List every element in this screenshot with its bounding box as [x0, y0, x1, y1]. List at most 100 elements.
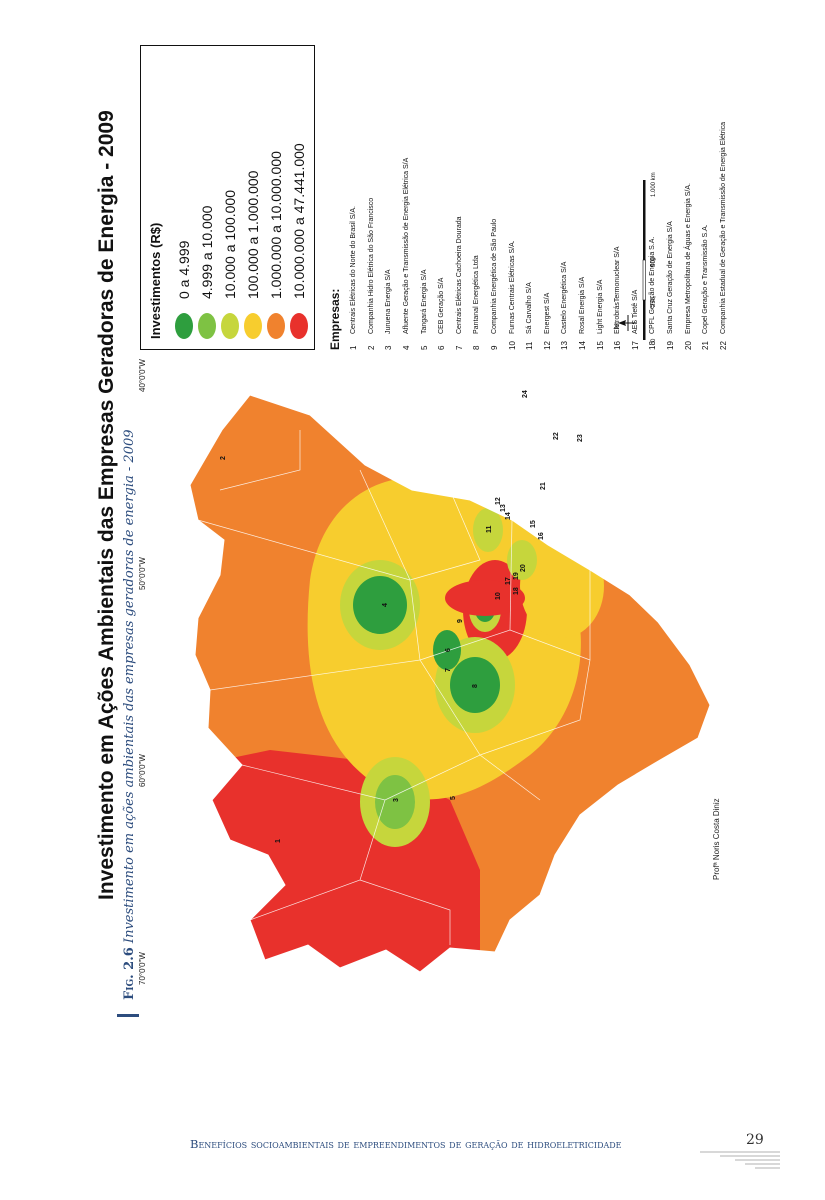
legend-swatch — [175, 313, 193, 339]
map-label: 6 — [445, 648, 452, 652]
company-row: 9 Companhia Energética de São Paulo — [486, 10, 504, 350]
north-label: N — [614, 324, 621, 329]
company-name: Centrais Elétricas Cachoeira Dourada — [455, 216, 463, 335]
company-number: 12 — [542, 341, 552, 350]
company-number: 6 — [437, 345, 447, 350]
green-zone-6 — [433, 630, 461, 670]
legend-label: 4.999 a 10.000 — [199, 205, 215, 299]
company-name: Furnas Centrais Elétricas S/A. — [508, 240, 516, 334]
company-number: 19 — [665, 341, 675, 350]
brazil-investment-map: 1 2 3 4 5 6 7 8 9 10 11 12 13 14 15 16 1… — [189, 390, 711, 973]
company-row: 22 Companhia Estadual de Geração e Transm… — [714, 10, 732, 350]
company-row: 11 Sá Carvalho S/A — [521, 10, 539, 350]
company-number: 10 — [507, 341, 517, 350]
legend-label: 0 a 4.999 — [176, 240, 192, 299]
caption-text: Investimento em ações ambientais das emp… — [122, 429, 137, 944]
company-name: Afluente Geração e Transmissão de Energi… — [403, 157, 411, 334]
map-label: 12 — [495, 497, 502, 505]
legend-title: Investimentos (R$) — [148, 222, 163, 339]
company-number: 11 — [525, 341, 535, 350]
map-label: 22 — [553, 432, 560, 440]
company-row: 6 CEB Geração S/A — [433, 10, 451, 350]
company-row: 19 Santa Cruz Geração de Energia S/A — [662, 10, 680, 350]
author-credit: Profª Noris Costa Diniz — [712, 798, 721, 880]
company-number: 4 — [402, 345, 412, 350]
company-number: 9 — [490, 345, 500, 350]
company-name: Companhia Energética de São Paulo — [491, 218, 499, 334]
scale-tick: 0 — [651, 338, 657, 342]
lime-zone-19 — [507, 540, 537, 580]
map-label: 14 — [505, 512, 512, 520]
map-label: 19 — [513, 572, 520, 580]
map-label: 18 — [513, 587, 520, 595]
map-label: 1 — [275, 839, 282, 843]
page-number: 29 — [746, 1132, 764, 1148]
map-label: 2 — [220, 456, 227, 460]
company-number: 8 — [472, 345, 482, 350]
company-number: 21 — [701, 341, 711, 350]
legend-swatch — [198, 313, 216, 339]
company-name: Tangará Energia S/A — [420, 269, 428, 334]
caption-accent-bar — [117, 1014, 139, 1017]
map-label: 10 — [495, 592, 502, 600]
map-label: 21 — [540, 482, 547, 490]
company-row: 5 Tangará Energia S/A — [415, 10, 433, 350]
scale-tick: 500 — [651, 256, 657, 267]
scale-and-north: N 0 250 500 1.000 km — [614, 172, 657, 342]
footer-decorative-lines — [700, 1151, 780, 1169]
company-row: 13 Castelo Energética S/A — [556, 10, 574, 350]
company-name: Sá Carvalho S/A — [526, 282, 534, 334]
map-label: 23 — [577, 434, 584, 442]
company-name: Castelo Energética S/A — [561, 261, 569, 334]
company-name: Santa Cruz Geração de Energia S/A — [666, 221, 674, 334]
company-row: 10 Furnas Centrais Elétricas S/A. — [503, 10, 521, 350]
company-number: 5 — [419, 345, 429, 350]
lightgreen-zone-3 — [375, 775, 415, 829]
company-number: 13 — [560, 341, 570, 350]
map-label: 7 — [445, 668, 452, 672]
legend-swatch — [221, 313, 239, 339]
company-number: 7 — [454, 345, 464, 350]
coordinate-label: 40°0'0"W — [138, 359, 147, 392]
legend-swatch — [290, 313, 308, 339]
company-name: Rosal Energia S/A — [579, 276, 587, 334]
company-name: CEB Geração S/A — [438, 277, 446, 334]
scale-bar: 0 250 500 1.000 km — [642, 172, 657, 342]
investment-surface — [190, 395, 710, 972]
company-number: 1 — [349, 345, 359, 350]
company-name: Pantanal Energética Ltda — [473, 255, 481, 334]
map-label: 8 — [472, 684, 479, 688]
map-label: 9 — [457, 619, 464, 623]
company-row: 2 Companhia Hidro Elétrica do São Francis… — [363, 10, 381, 350]
coordinate-label: 50°0'0"W — [138, 557, 147, 590]
map-label: 4 — [382, 603, 389, 607]
north-arrow: N — [614, 315, 636, 331]
green-zone-8 — [450, 657, 500, 713]
company-name: Companhia Estadual de Geração e Transmis… — [719, 121, 727, 334]
company-number: 22 — [718, 341, 728, 350]
lime-zone-22 — [532, 412, 582, 472]
legend-label: 100.000 a 1.000.000 — [245, 170, 261, 299]
figure-caption: Fig. 2.6 Investimento em ações ambientai… — [122, 429, 137, 1000]
state-borders — [197, 430, 591, 945]
map-title: Investimento em Ações Ambientais das Emp… — [95, 110, 118, 900]
map-label: 15 — [530, 520, 537, 528]
companies-list: Empresas: 1 Centrais Elétricas do Norte d… — [328, 10, 732, 350]
green-zone-4 — [353, 576, 407, 634]
map-label: 11 — [486, 525, 493, 533]
coordinate-label: 70°0'0"W — [138, 952, 147, 985]
legend-label: 10.000 a 100.000 — [222, 190, 238, 299]
companies-title: Empresas: — [328, 288, 342, 350]
map-label: 20 — [520, 564, 527, 572]
green-zone-22 — [542, 423, 572, 461]
map-label: 24 — [522, 390, 529, 398]
company-row: 4 Afluente Geração e Transmissão de Energ… — [398, 10, 416, 350]
coordinate-label: 60°0'0"W — [138, 754, 147, 787]
map-labels: 1 2 3 4 5 6 7 8 9 10 11 12 13 14 15 16 1… — [220, 390, 584, 843]
map-label: 13 — [500, 504, 507, 512]
map-label: 5 — [450, 796, 457, 800]
scale-tick: 1.000 km — [651, 172, 657, 197]
company-name: Copel Geração e Transmissão S.A. — [702, 224, 710, 334]
company-name: Companhia Hidro Elétrica do São Francisc… — [367, 197, 375, 334]
